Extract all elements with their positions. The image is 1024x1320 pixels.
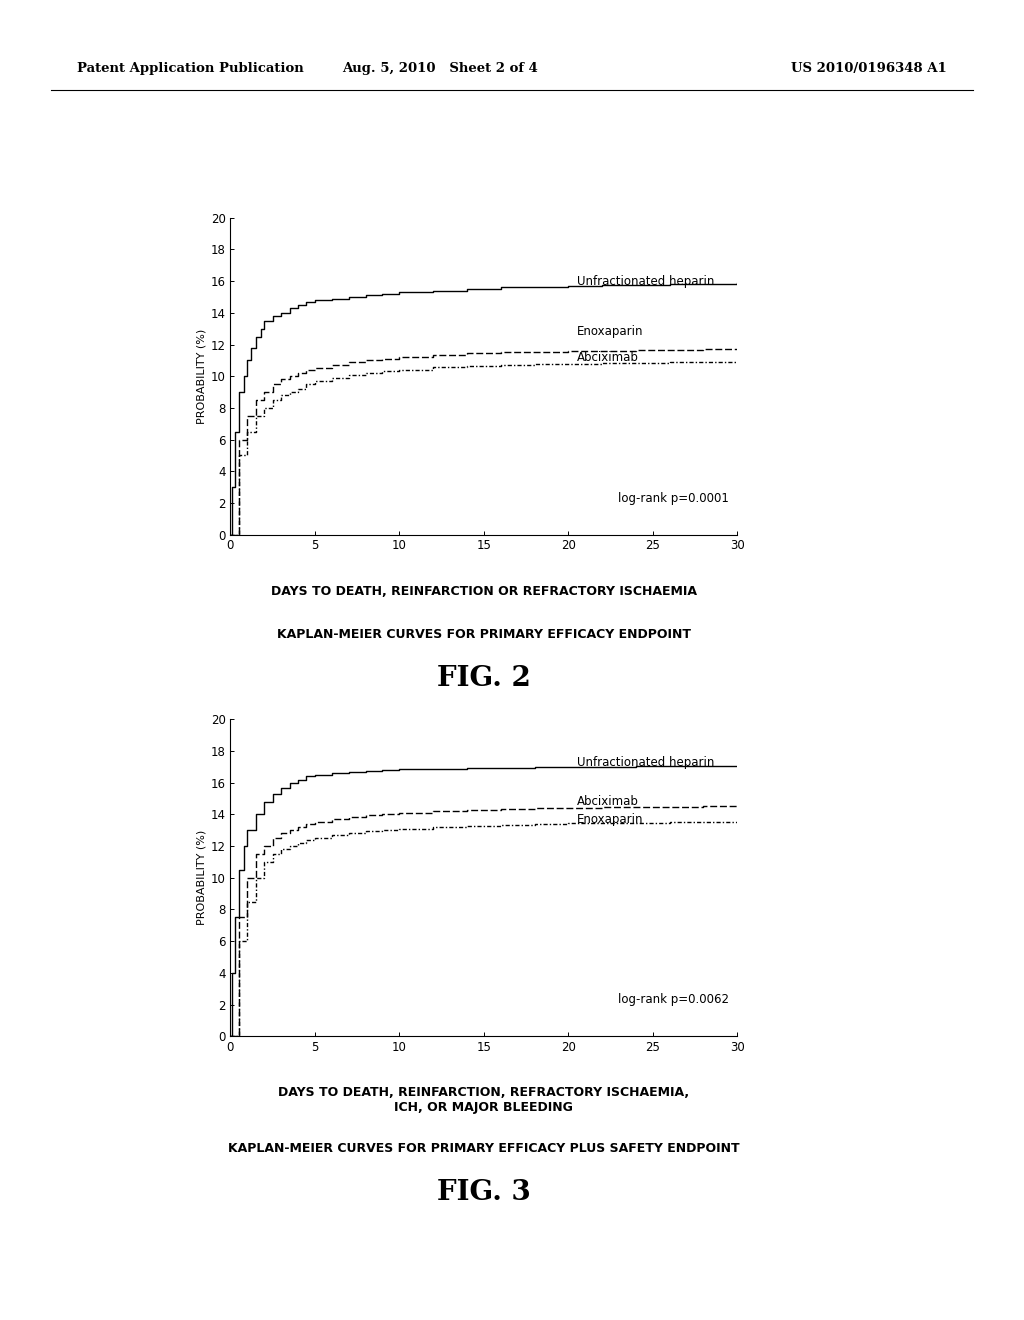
Text: Abciximab: Abciximab — [577, 795, 639, 808]
Text: Abciximab: Abciximab — [577, 351, 639, 364]
Text: Unfractionated heparin: Unfractionated heparin — [577, 275, 714, 288]
Text: log-rank p=0.0062: log-rank p=0.0062 — [617, 993, 729, 1006]
Text: US 2010/0196348 A1: US 2010/0196348 A1 — [792, 62, 947, 75]
Text: DAYS TO DEATH, REINFARCTION, REFRACTORY ISCHAEMIA,
ICH, OR MAJOR BLEEDING: DAYS TO DEATH, REINFARCTION, REFRACTORY … — [279, 1086, 689, 1114]
Text: Enoxaparin: Enoxaparin — [577, 813, 643, 826]
Text: DAYS TO DEATH, REINFARCTION OR REFRACTORY ISCHAEMIA: DAYS TO DEATH, REINFARCTION OR REFRACTOR… — [270, 585, 697, 598]
Text: FIG. 2: FIG. 2 — [437, 665, 530, 692]
Text: Enoxaparin: Enoxaparin — [577, 325, 643, 338]
Text: FIG. 3: FIG. 3 — [437, 1179, 530, 1205]
Text: KAPLAN-MEIER CURVES FOR PRIMARY EFFICACY PLUS SAFETY ENDPOINT: KAPLAN-MEIER CURVES FOR PRIMARY EFFICACY… — [228, 1142, 739, 1155]
Y-axis label: PROBABILITY (%): PROBABILITY (%) — [197, 830, 207, 925]
Text: log-rank p=0.0001: log-rank p=0.0001 — [617, 491, 729, 504]
Text: Unfractionated heparin: Unfractionated heparin — [577, 755, 714, 768]
Text: KAPLAN-MEIER CURVES FOR PRIMARY EFFICACY ENDPOINT: KAPLAN-MEIER CURVES FOR PRIMARY EFFICACY… — [276, 628, 691, 642]
Y-axis label: PROBABILITY (%): PROBABILITY (%) — [197, 329, 207, 424]
Text: Aug. 5, 2010   Sheet 2 of 4: Aug. 5, 2010 Sheet 2 of 4 — [342, 62, 539, 75]
Text: Patent Application Publication: Patent Application Publication — [77, 62, 303, 75]
